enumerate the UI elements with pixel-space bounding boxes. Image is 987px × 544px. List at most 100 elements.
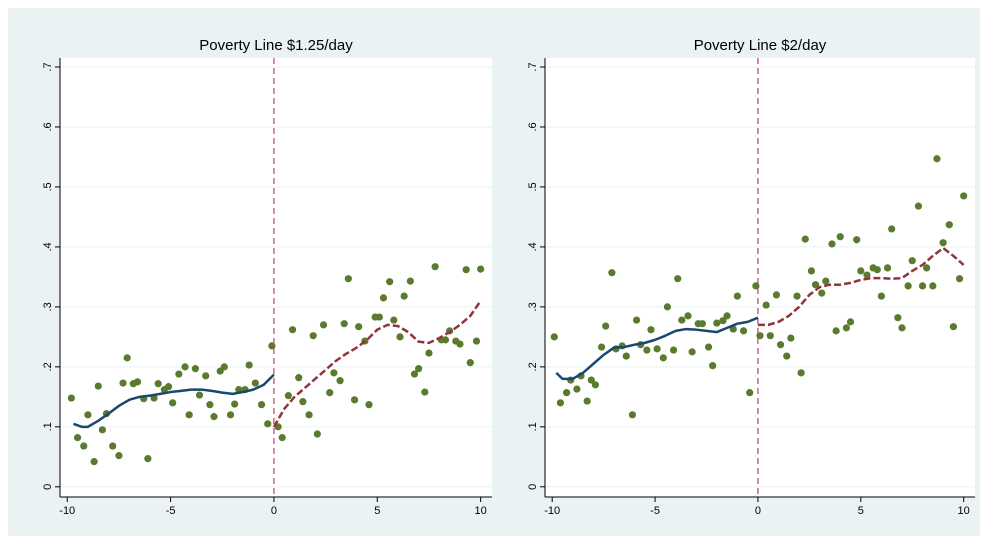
data-point	[622, 352, 630, 360]
data-point	[109, 442, 117, 450]
data-point	[776, 341, 785, 349]
y-tick-label: .1	[42, 422, 54, 431]
data-point	[278, 434, 286, 442]
y-tick-label: .3	[527, 302, 539, 311]
y-tick-label: .2	[527, 362, 539, 371]
data-point	[857, 267, 865, 275]
data-point	[960, 192, 968, 200]
data-point	[410, 370, 419, 378]
data-point	[90, 458, 98, 466]
data-point	[144, 455, 152, 463]
data-point	[883, 264, 892, 272]
y-tick-label: .5	[42, 182, 54, 191]
data-point	[195, 391, 204, 399]
data-point	[904, 282, 912, 290]
fit-line-dashed	[757, 246, 965, 327]
data-point	[659, 354, 667, 362]
data-point	[587, 376, 595, 384]
data-point	[709, 362, 717, 370]
y-tick-label: 0	[527, 484, 539, 490]
y-tick-label: .3	[42, 302, 54, 311]
data-point	[597, 343, 606, 351]
data-point	[191, 365, 199, 373]
data-point	[326, 389, 334, 397]
data-point	[752, 282, 760, 290]
data-point	[175, 370, 183, 378]
data-point	[908, 257, 916, 265]
data-point	[313, 430, 321, 438]
data-point	[425, 349, 433, 357]
data-point	[119, 379, 127, 387]
y-tick-label: .4	[42, 242, 54, 251]
data-point	[67, 394, 75, 402]
data-point	[288, 326, 297, 334]
data-point	[257, 401, 266, 409]
data-point	[365, 401, 373, 409]
data-point	[678, 316, 686, 324]
data-point	[822, 277, 830, 285]
data-point	[462, 266, 470, 274]
data-point	[573, 385, 581, 393]
data-point	[466, 359, 474, 367]
data-point	[226, 411, 235, 419]
data-point	[688, 348, 696, 356]
data-point	[787, 334, 795, 342]
data-point	[295, 374, 303, 382]
data-point	[133, 378, 142, 386]
data-point	[898, 324, 906, 332]
data-point	[181, 363, 189, 371]
data-point	[894, 314, 902, 322]
data-point	[719, 317, 727, 325]
x-tick-label: 5	[374, 505, 380, 517]
data-point	[818, 289, 826, 297]
data-point	[643, 346, 651, 354]
data-point	[98, 426, 106, 434]
data-point	[284, 392, 293, 400]
data-point	[583, 397, 591, 405]
data-point	[811, 281, 820, 289]
x-tick-label: 10	[475, 505, 487, 517]
plot-area	[60, 58, 492, 497]
y-tick-label: .6	[42, 122, 54, 131]
data-point	[202, 372, 210, 380]
data-point	[713, 319, 721, 327]
data-point	[344, 275, 352, 283]
data-point	[842, 324, 851, 332]
data-point	[756, 332, 764, 340]
x-tick-label: -10	[544, 505, 560, 517]
data-point	[441, 336, 450, 344]
fit-line	[73, 373, 275, 429]
data-point	[210, 413, 218, 421]
data-point	[350, 396, 359, 404]
data-point	[406, 277, 414, 285]
data-point	[793, 292, 801, 300]
data-point	[80, 442, 88, 450]
data-point	[949, 323, 957, 331]
data-point	[73, 434, 82, 442]
plot-area	[545, 58, 975, 497]
x-tick-label: -5	[650, 505, 660, 517]
data-point	[400, 292, 408, 300]
data-point	[390, 316, 398, 324]
data-point	[807, 267, 816, 275]
data-point	[169, 399, 177, 407]
data-point	[762, 301, 770, 309]
x-tick-label: 5	[858, 505, 864, 517]
data-point	[663, 303, 672, 311]
data-point	[733, 292, 741, 300]
x-tick-label: -10	[59, 505, 75, 517]
chart-title: Poverty Line $1.25/day	[199, 37, 353, 54]
data-point	[698, 320, 706, 328]
data-point	[415, 365, 423, 373]
data-point	[319, 321, 328, 329]
data-point	[647, 326, 655, 334]
data-point	[386, 278, 394, 286]
y-tick-label: .6	[527, 122, 539, 131]
data-point	[379, 294, 388, 302]
data-point	[84, 411, 92, 419]
data-point	[628, 411, 637, 419]
data-point	[231, 400, 239, 408]
fit-line-dashed	[272, 300, 482, 428]
data-point	[739, 327, 748, 335]
